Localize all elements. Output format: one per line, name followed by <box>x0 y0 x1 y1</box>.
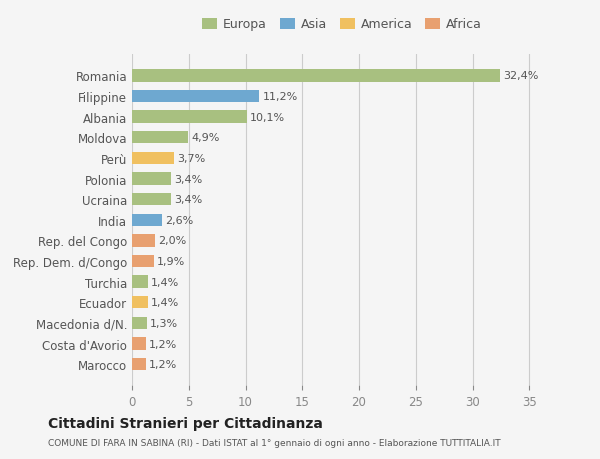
Bar <box>132 235 155 247</box>
Bar <box>132 70 500 83</box>
Text: 1,4%: 1,4% <box>151 297 179 308</box>
Text: 1,4%: 1,4% <box>151 277 179 287</box>
Legend: Europa, Asia, America, Africa: Europa, Asia, America, Africa <box>202 18 482 31</box>
Bar <box>132 111 247 123</box>
Text: Cittadini Stranieri per Cittadinanza: Cittadini Stranieri per Cittadinanza <box>48 416 323 430</box>
Bar <box>132 255 154 268</box>
Bar <box>132 317 147 330</box>
Text: 3,7%: 3,7% <box>178 154 206 163</box>
Text: 32,4%: 32,4% <box>503 71 539 81</box>
Text: 1,3%: 1,3% <box>150 318 178 328</box>
Bar <box>132 194 170 206</box>
Bar <box>132 214 161 226</box>
Text: 1,2%: 1,2% <box>149 359 177 369</box>
Text: COMUNE DI FARA IN SABINA (RI) - Dati ISTAT al 1° gennaio di ogni anno - Elaboraz: COMUNE DI FARA IN SABINA (RI) - Dati IST… <box>48 438 500 447</box>
Bar <box>132 91 259 103</box>
Text: 1,2%: 1,2% <box>149 339 177 349</box>
Text: 2,6%: 2,6% <box>165 215 193 225</box>
Bar <box>132 132 188 144</box>
Bar <box>132 338 146 350</box>
Text: 1,9%: 1,9% <box>157 257 185 267</box>
Text: 3,4%: 3,4% <box>174 195 202 205</box>
Text: 4,9%: 4,9% <box>191 133 220 143</box>
Bar <box>132 358 146 370</box>
Text: 11,2%: 11,2% <box>263 92 298 102</box>
Text: 3,4%: 3,4% <box>174 174 202 184</box>
Bar <box>132 297 148 309</box>
Text: 2,0%: 2,0% <box>158 236 187 246</box>
Bar <box>132 173 170 185</box>
Text: 10,1%: 10,1% <box>250 112 285 123</box>
Bar <box>132 276 148 288</box>
Bar <box>132 152 174 165</box>
